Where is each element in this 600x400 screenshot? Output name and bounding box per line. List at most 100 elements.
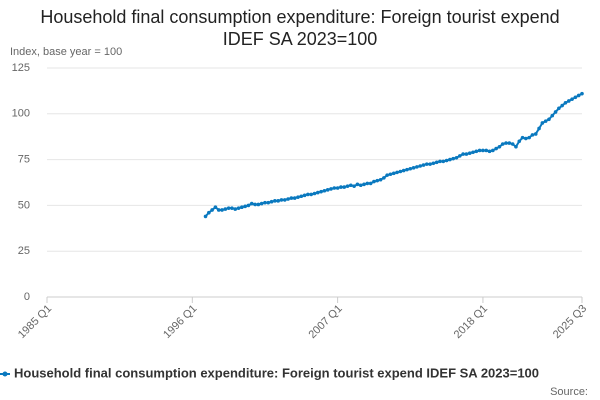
point [563, 101, 568, 105]
point [504, 141, 508, 145]
point [286, 197, 290, 201]
point [365, 181, 370, 186]
point [362, 182, 366, 187]
point [375, 178, 380, 183]
point [500, 142, 505, 146]
point [391, 171, 396, 176]
point [467, 151, 472, 155]
point [233, 207, 238, 211]
point [289, 196, 294, 200]
point [444, 158, 449, 163]
point [507, 141, 512, 145]
point [230, 206, 234, 210]
point [263, 200, 267, 205]
point [216, 208, 221, 212]
point [418, 164, 422, 168]
point [236, 206, 241, 210]
point [494, 146, 498, 151]
point [431, 161, 436, 166]
point [533, 132, 538, 136]
point [547, 117, 551, 122]
point [385, 173, 389, 177]
point [259, 201, 264, 206]
point [299, 194, 304, 199]
point [527, 135, 531, 140]
point [319, 189, 323, 194]
point [514, 144, 518, 149]
source: Source: [550, 386, 588, 398]
point [282, 198, 287, 202]
point [474, 149, 479, 154]
point [388, 172, 393, 177]
point [510, 142, 515, 146]
point [398, 169, 403, 174]
y-axis-label: Index, base year = 100 [10, 46, 122, 58]
point [530, 133, 535, 137]
point [477, 148, 482, 153]
point [339, 185, 343, 189]
point [249, 201, 254, 206]
point [243, 204, 247, 209]
x-tick-label: 1996 Q1 [161, 303, 199, 341]
point [451, 156, 456, 161]
point [557, 106, 561, 111]
point [553, 110, 558, 114]
point [253, 202, 257, 207]
point [342, 185, 347, 189]
point [372, 179, 376, 184]
point [345, 184, 350, 188]
point [580, 91, 584, 96]
point [240, 205, 244, 210]
point [273, 199, 277, 203]
point [292, 196, 297, 200]
point [316, 190, 320, 195]
point [368, 181, 373, 186]
point [276, 199, 280, 203]
y-tick-label: 25 [18, 245, 30, 257]
point [424, 162, 429, 166]
point [349, 183, 353, 188]
point [540, 121, 545, 125]
point [570, 97, 574, 101]
y-tick-label: 50 [18, 199, 30, 211]
x-tick-label: 2018 Q1 [452, 303, 490, 341]
legend-marker [2, 371, 8, 377]
x-tick-label: 1985 Q1 [16, 303, 54, 341]
point [279, 198, 284, 202]
point [401, 168, 406, 173]
point [296, 195, 300, 199]
legend-label: Household final consumption expenditure:… [14, 365, 539, 380]
point [408, 166, 413, 171]
y-tick-label: 75 [18, 154, 30, 166]
point [309, 192, 313, 197]
point [566, 99, 571, 103]
point [461, 152, 465, 156]
point [266, 200, 271, 205]
point [207, 210, 211, 215]
point [358, 183, 363, 188]
point [434, 160, 439, 165]
point [325, 188, 330, 192]
point [226, 206, 231, 210]
point [332, 186, 337, 190]
point [520, 135, 525, 140]
point [464, 152, 469, 156]
point [550, 113, 555, 118]
x-tick-label: 2025 Q3 [551, 303, 589, 341]
point [560, 103, 564, 108]
point [405, 167, 409, 172]
point [573, 95, 578, 100]
point [484, 148, 489, 153]
chart-title: Household final consumption expenditure:… [40, 7, 560, 49]
point [223, 207, 228, 211]
point [335, 186, 340, 190]
point [322, 188, 327, 193]
point [329, 187, 333, 191]
point [487, 149, 492, 154]
point [524, 136, 528, 141]
point [497, 144, 502, 149]
point [576, 93, 581, 98]
point [382, 176, 386, 180]
